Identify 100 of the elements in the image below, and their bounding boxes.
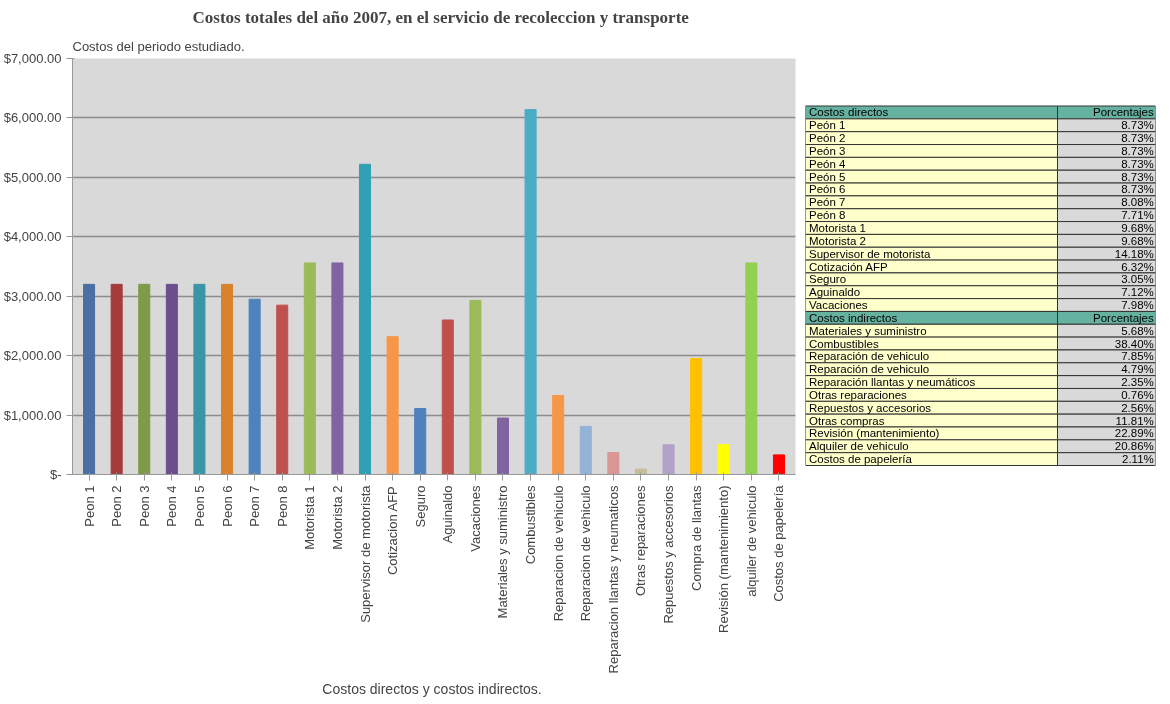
category-label: Costos directos [809, 106, 889, 119]
y-tick-label: $3,000.00 [3, 288, 62, 304]
bar [496, 417, 510, 475]
category-label: Otras compras [809, 414, 885, 427]
y-tick-label: $5,000.00 [3, 169, 62, 185]
x-tick-label: Reparacion llantas y neumaticos [605, 485, 621, 674]
x-tick-label: Otras reparaciones [633, 485, 649, 597]
data-label: 8.73% [1121, 183, 1154, 196]
category-label: Materiales y suministro [809, 324, 927, 337]
data-label: Porcentajes [1093, 311, 1154, 324]
data-label: 3.05% [1121, 273, 1154, 286]
x-tick-label: Peon 4 [164, 485, 180, 527]
x-tick-label: Seguro [412, 485, 428, 528]
category-label: Alquiler de vehiculo [809, 440, 909, 453]
x-tick-label: Peon 2 [109, 485, 125, 527]
category-label: Supervisor de motorista [809, 247, 932, 260]
data-label: 8.73% [1121, 157, 1154, 170]
data-label: 38.40% [1114, 337, 1154, 350]
bar [386, 336, 399, 475]
y-tick-label: $2,000.00 [3, 348, 62, 364]
data-label: 9.68% [1121, 234, 1154, 247]
x-tick-label: Motorista 1 [302, 485, 318, 550]
data-label: 2.56% [1121, 401, 1154, 414]
data-label: 4.79% [1121, 363, 1154, 376]
bar [662, 444, 675, 475]
data-label: 22.89% [1114, 427, 1154, 440]
category-label: Peón 3 [809, 144, 846, 157]
data-label: 2.11% [1122, 453, 1154, 466]
category-label: Peón 7 [809, 196, 846, 209]
category-label: Motorista 2 [809, 234, 866, 247]
bar [745, 262, 758, 475]
bar [579, 425, 592, 475]
x-tick-label: Cotizacion AFP [385, 486, 401, 576]
data-label: 8.73% [1121, 144, 1154, 157]
x-tick-label: alquiler de vehiculo [743, 485, 759, 597]
category-label: Peón 1 [809, 119, 846, 132]
data-label: Porcentajes [1093, 106, 1154, 119]
data-label: 7.85% [1121, 350, 1154, 363]
category-label: Vacaciones [809, 299, 868, 312]
category-label: Peón 4 [809, 157, 847, 170]
data-label: 0.76% [1121, 388, 1154, 401]
bar [607, 452, 620, 475]
category-label: Cotización AFP [809, 260, 888, 273]
y-tick-label: $7,000.00 [3, 51, 62, 66]
bar [414, 408, 427, 475]
data-label: 7.71% [1121, 209, 1154, 222]
bar [110, 283, 123, 475]
bar [552, 394, 565, 475]
category-label: Reparación de vehiculo [809, 350, 930, 363]
data-label: 2.35% [1121, 376, 1154, 389]
bar [193, 283, 206, 475]
data-label: 8.08% [1121, 196, 1154, 209]
category-label: Peón 8 [809, 209, 846, 222]
bar [772, 454, 785, 475]
x-tick-label: Materiales y suministro [495, 485, 511, 619]
chart-title: Costos totales del año 2007, en el servicio de recoleccion y transporte [192, 7, 690, 27]
y-tick-label: $- [49, 467, 62, 482]
category-label: Reparación llantas y neumáticos [809, 376, 976, 389]
data-label: 9.68% [1121, 221, 1154, 234]
category-label: Repuestos y accesorios [809, 401, 932, 414]
category-label: Peón 5 [809, 170, 846, 183]
bar [331, 262, 344, 475]
data-label: 5.68% [1121, 324, 1154, 337]
category-label: Motorista 1 [809, 221, 866, 234]
x-tick-label: Combustibles [523, 485, 539, 565]
data-label: 8.73% [1121, 170, 1154, 183]
x-tick-label: Reparacion de vehiculo [550, 485, 566, 622]
chart-subtitle: Costos del periodo estudiado. [72, 38, 245, 54]
bar [138, 283, 151, 475]
x-tick-label: Peon 3 [136, 485, 152, 527]
data-label: 20.86% [1114, 440, 1154, 453]
category-label: Peón 6 [809, 183, 846, 196]
bar [276, 304, 289, 475]
x-tick-label: Peon 6 [219, 485, 235, 527]
data-label: 14.18% [1114, 247, 1154, 260]
x-tick-label: Costos de papelería [771, 484, 787, 602]
category-label: Otras reparaciones [809, 388, 908, 401]
x-tick-label: Supervisor de motorista [357, 484, 373, 623]
data-label: 6.32% [1121, 260, 1154, 273]
bar [524, 109, 537, 475]
category-label: Revisión (mantenimiento) [809, 427, 940, 440]
data-label: 7.98% [1121, 299, 1154, 312]
bar [441, 319, 454, 475]
data-label: 7.12% [1121, 286, 1154, 299]
category-label: Combustibles [809, 337, 879, 350]
category-label: Peón 2 [809, 132, 846, 145]
x-tick-label: Motorista 2 [329, 485, 345, 550]
bar [469, 299, 482, 475]
bar [717, 444, 730, 475]
bar [248, 298, 261, 475]
y-tick-label: $4,000.00 [3, 229, 62, 245]
x-axis-title: Costos directos y costos indirectos. [322, 681, 542, 698]
bar [358, 163, 372, 475]
bar [221, 283, 234, 475]
bar [165, 283, 178, 475]
x-tick-label: Vacaciones [467, 485, 483, 552]
category-label: Costos de papelería [809, 453, 913, 466]
x-tick-label: Peon 8 [274, 485, 290, 527]
category-label: Costos indirectos [809, 311, 898, 324]
x-tick-label: Revisión (mantenimiento) [716, 485, 732, 633]
